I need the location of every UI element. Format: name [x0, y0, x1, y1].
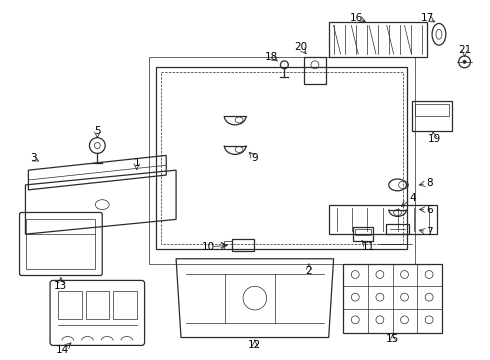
Text: 10: 10 — [202, 242, 215, 252]
Bar — [355, 229, 371, 235]
Text: 17: 17 — [420, 13, 434, 23]
Bar — [329, 22, 427, 57]
Text: 12: 12 — [248, 341, 262, 350]
Text: 20: 20 — [294, 42, 308, 52]
Bar — [353, 227, 373, 241]
Bar — [85, 291, 109, 319]
Bar — [343, 264, 442, 333]
Bar — [413, 101, 452, 131]
Text: 13: 13 — [54, 281, 68, 291]
Text: 5: 5 — [94, 126, 100, 136]
Bar — [224, 241, 232, 249]
Text: 7: 7 — [426, 227, 433, 237]
Text: 18: 18 — [265, 52, 278, 62]
Bar — [161, 72, 402, 244]
Bar — [304, 57, 326, 85]
Bar — [232, 239, 254, 251]
Text: 2: 2 — [306, 266, 312, 276]
Circle shape — [463, 60, 466, 64]
Bar — [329, 204, 437, 234]
Bar — [386, 224, 410, 234]
Text: 8: 8 — [426, 178, 433, 188]
Text: 3: 3 — [30, 153, 37, 163]
Text: 14: 14 — [56, 345, 70, 355]
Bar — [26, 219, 96, 269]
Bar — [156, 67, 408, 249]
Text: 15: 15 — [386, 334, 399, 345]
Bar — [149, 57, 416, 264]
Text: 21: 21 — [458, 45, 471, 55]
Text: 9: 9 — [251, 153, 258, 163]
Bar — [58, 291, 81, 319]
Text: 11: 11 — [362, 242, 375, 252]
Bar — [416, 104, 449, 116]
Text: 1: 1 — [133, 158, 140, 168]
Text: 19: 19 — [427, 134, 441, 144]
Bar — [113, 291, 137, 319]
Text: 4: 4 — [409, 193, 416, 203]
Text: 6: 6 — [426, 204, 433, 215]
Text: 16: 16 — [350, 13, 363, 23]
